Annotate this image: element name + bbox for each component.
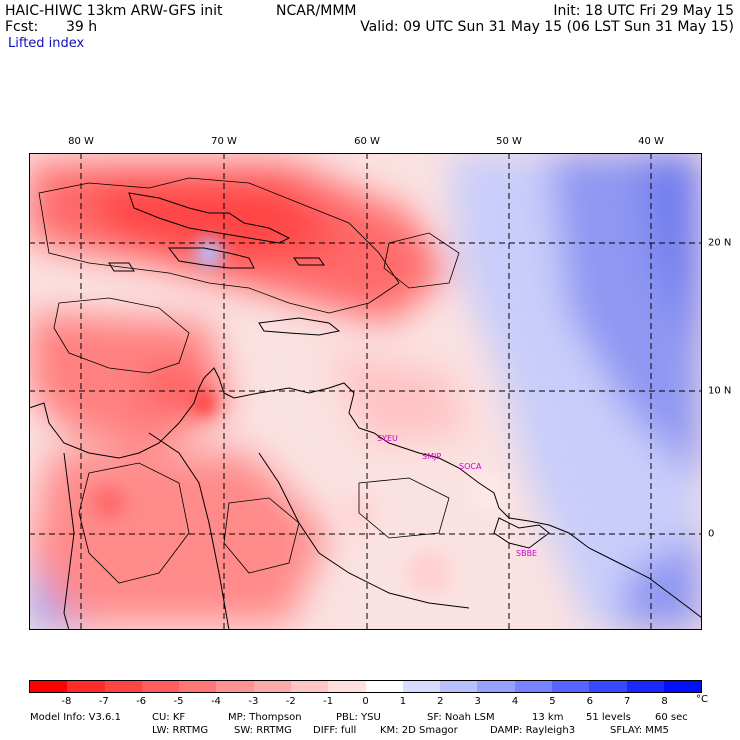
- colorbar-tick-label: -3: [248, 696, 259, 707]
- station-syeu: SYEU: [377, 434, 398, 443]
- lon-label-60w: 60 W: [354, 136, 380, 147]
- lat-label-20n: 20 N: [708, 237, 732, 249]
- diffusion: DIFF: full: [313, 725, 357, 736]
- lon-label-70w: 70 W: [211, 136, 237, 147]
- colorbar-segment: [626, 681, 664, 692]
- colorbar-tick-label: -5: [173, 696, 184, 707]
- colorbar-segment: [402, 681, 441, 692]
- colorbar-segment: [67, 681, 105, 692]
- colorbar-tick-label: 4: [511, 696, 519, 707]
- resolution: 13 km: [532, 712, 564, 723]
- colorbar-segment: [216, 681, 254, 692]
- colorbar: [29, 680, 702, 693]
- colorbar-segment: [253, 681, 291, 692]
- colorbar-tick-label: 5: [549, 696, 556, 707]
- colorbar-unit: °C: [696, 694, 708, 705]
- colorbar-segment: [589, 681, 627, 692]
- lat-lon-grid: [29, 153, 702, 630]
- lat-label-10n: 10 N: [708, 385, 732, 397]
- lat-label-eq: 0: [708, 528, 715, 540]
- colorbar-tick-label: 2: [437, 696, 444, 707]
- surface-scheme: SF: Noah LSM: [427, 712, 495, 723]
- surface-layer: SFLAY: MM5: [610, 725, 669, 736]
- coastlines: [29, 192, 702, 630]
- lon-label-40w: 40 W: [638, 136, 664, 147]
- colorbar-tick-label: -2: [285, 696, 296, 707]
- shortwave-scheme: SW: RRTMG: [234, 725, 292, 736]
- valid-time: Valid: 09 UTC Sun 31 May 15 (06 LST Sun …: [360, 19, 734, 35]
- lon-label-80w: 80 W: [68, 136, 94, 147]
- cumulus-scheme: CU: KF: [152, 712, 186, 723]
- colorbar-tick-label: 1: [399, 696, 407, 707]
- forecast-label: Fcst:: [5, 19, 39, 35]
- organization: NCAR/MMM: [276, 3, 357, 19]
- colorbar-segment: [30, 681, 68, 692]
- colorbar-tick-label: -8: [61, 696, 72, 707]
- station-soca: SOCA: [459, 462, 482, 471]
- colorbar-segment: [104, 681, 142, 692]
- colorbar-segment: [365, 681, 403, 692]
- colorbar-segment: [663, 681, 702, 692]
- km-option: KM: 2D Smagor: [380, 725, 458, 736]
- lifted-index-map: SYEU SMJP SOCA SBBE: [29, 153, 702, 630]
- model-title: HAIC-HIWC 13km ARW-GFS init: [5, 3, 223, 19]
- colorbar-tick-label: -7: [98, 696, 109, 707]
- forecast-hour: 39 h: [66, 19, 98, 35]
- colorbar-tick-label: 3: [474, 696, 481, 707]
- damping: DAMP: Rayleigh3: [490, 725, 576, 736]
- vertical-levels: 51 levels: [586, 712, 631, 723]
- init-time: Init: 18 UTC Fri 29 May 15: [553, 3, 734, 19]
- station-sbbe: SBBE: [516, 549, 537, 558]
- model-info: Model Info: V3.6.1: [30, 712, 121, 723]
- longwave-scheme: LW: RRTMG: [152, 725, 209, 736]
- colorbar-segment: [328, 681, 366, 692]
- colorbar-tick-label: 6: [586, 696, 594, 707]
- colorbar-segment: [477, 681, 515, 692]
- colorbar-tick-label: -1: [323, 696, 334, 707]
- map-border: [29, 153, 702, 630]
- colorbar-segment: [141, 681, 180, 692]
- colorbar-segment: [290, 681, 329, 692]
- pbl-scheme: PBL: YSU: [336, 712, 381, 723]
- colorbar-segment: [179, 681, 217, 692]
- colorbar-segment: [440, 681, 478, 692]
- colorbar-segment: [551, 681, 590, 692]
- microphysics-scheme: MP: Thompson: [228, 712, 302, 723]
- time-step: 60 sec: [655, 712, 688, 723]
- colorbar-tick-label: 7: [624, 696, 631, 707]
- field-name: Lifted index: [8, 36, 85, 51]
- li-contours: [38, 177, 460, 584]
- colorbar-tick-label: 8: [661, 696, 668, 707]
- colorbar-tick-label: -4: [210, 696, 221, 707]
- colorbar-segment: [514, 681, 552, 692]
- colorbar-tick-label: -6: [136, 696, 147, 707]
- colorbar-tick-label: 0: [362, 696, 369, 707]
- lon-label-50w: 50 W: [496, 136, 522, 147]
- station-smjp: SMJP: [422, 452, 441, 461]
